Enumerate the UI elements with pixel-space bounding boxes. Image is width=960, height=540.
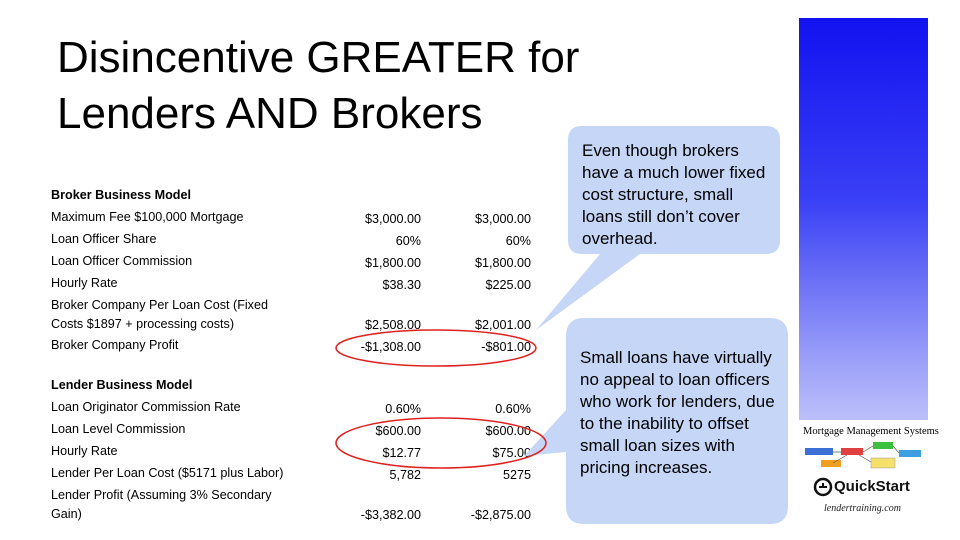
highlight-ellipse-lender-commission bbox=[335, 417, 547, 469]
row-value-2: 60% bbox=[505, 234, 531, 248]
table-row: Hourly Rate $12.77 $75.00 bbox=[51, 442, 531, 464]
callout-bubble-top bbox=[536, 126, 780, 330]
quickstart-logo bbox=[810, 474, 920, 500]
row-label-line-2: Costs $1897 + processing costs) bbox=[51, 317, 235, 331]
row-value-1: 60% bbox=[395, 234, 421, 248]
row-value-1: $1,800.00 bbox=[364, 256, 421, 270]
row-value-2: -$2,875.00 bbox=[470, 508, 531, 522]
row-value-1: 5,782 bbox=[389, 468, 421, 482]
row-value-1: $3,000.00 bbox=[364, 212, 421, 226]
process-flow-diagram-icon bbox=[805, 442, 921, 469]
table-row: Loan Originator Commission Rate 0.60% 0.… bbox=[51, 398, 531, 420]
callout-text-top: Even though brokers have a much lower fi… bbox=[582, 141, 766, 248]
table-row: Loan Officer Share 60% 60% bbox=[51, 230, 531, 252]
row-value-2: $1,800.00 bbox=[474, 256, 531, 270]
lender-header-label: Lender Business Model bbox=[51, 378, 193, 392]
row-value-2: -$801.00 bbox=[481, 340, 531, 354]
row-value-2: $600.00 bbox=[485, 424, 531, 438]
row-label: Loan Officer Commission bbox=[51, 254, 193, 268]
row-label: Hourly Rate bbox=[51, 444, 118, 458]
row-label: Lender Profit (Assuming 3% Secondary Gai… bbox=[51, 486, 311, 524]
row-value-1: -$1,308.00 bbox=[360, 340, 421, 354]
highlight-ellipse-broker-profit bbox=[335, 329, 537, 367]
row-label: Maximum Fee $100,000 Mortgage bbox=[51, 210, 244, 224]
table-row: Loan Officer Commission $1,800.00 $1,800… bbox=[51, 252, 531, 274]
row-value-1: $12.77 bbox=[382, 446, 421, 460]
website-link[interactable]: lendertraining.com bbox=[824, 503, 901, 514]
row-label: Loan Level Commission bbox=[51, 422, 186, 436]
row-value-2: 0.60% bbox=[495, 402, 531, 416]
row-value-1: 0.60% bbox=[385, 402, 421, 416]
row-value-1: -$3,382.00 bbox=[360, 508, 421, 522]
table-row: Hourly Rate $38.30 $225.00 bbox=[51, 274, 531, 296]
callout-bubble-bottom bbox=[524, 318, 788, 524]
slide-title: Disincentive GREATER for Lenders AND Bro… bbox=[57, 30, 677, 142]
company-name: Mortgage Management Systems bbox=[803, 426, 939, 437]
table-row: Maximum Fee $100,000 Mortgage $3,000.00 … bbox=[51, 208, 531, 230]
row-value-1: $600.00 bbox=[375, 424, 421, 438]
lender-section-header: Lender Business Model bbox=[51, 376, 531, 398]
broker-header-label: Broker Business Model bbox=[51, 188, 191, 202]
row-label-line-1: Broker Company Per Loan Cost (Fixed bbox=[51, 298, 268, 312]
table-row: Broker Company Profit -$1,308.00 -$801.0… bbox=[51, 336, 531, 358]
row-label: Hourly Rate bbox=[51, 276, 118, 290]
table-row: Loan Level Commission $600.00 $600.00 bbox=[51, 420, 531, 442]
quickstart-wordmark: QuickStart bbox=[834, 478, 910, 495]
row-value-1: $38.30 bbox=[382, 278, 421, 292]
row-value-2: $225.00 bbox=[485, 278, 531, 292]
row-label: Lender Per Loan Cost ($5171 plus Labor) bbox=[51, 466, 284, 480]
broker-section-header: Broker Business Model bbox=[51, 186, 531, 208]
row-label-line-1: Lender Profit (Assuming 3% Secondary bbox=[51, 488, 272, 502]
row-value-2: 5275 bbox=[502, 468, 531, 482]
table-row: Broker Company Per Loan Cost (Fixed Cost… bbox=[51, 296, 531, 336]
quickstart-logo-icon bbox=[813, 477, 833, 497]
row-value-2: $2,001.00 bbox=[474, 318, 531, 332]
table-row: Lender Profit (Assuming 3% Secondary Gai… bbox=[51, 486, 531, 526]
table-row: Lender Per Loan Cost ($5171 plus Labor) … bbox=[51, 464, 531, 486]
row-label: Broker Company Profit bbox=[51, 338, 179, 352]
row-value-2: $3,000.00 bbox=[474, 212, 531, 226]
row-label: Loan Officer Share bbox=[51, 232, 157, 246]
title-line-2: Lenders AND Brokers bbox=[57, 89, 483, 138]
callout-text-bottom: Small loans have virtually no appeal to … bbox=[580, 348, 775, 477]
row-label-line-2: Gain) bbox=[51, 507, 82, 521]
row-label: Loan Originator Commission Rate bbox=[51, 400, 241, 414]
row-value-1: $2,508.00 bbox=[364, 318, 421, 332]
business-model-table: Broker Business Model Maximum Fee $100,0… bbox=[51, 186, 531, 526]
row-value-2: $75.00 bbox=[492, 446, 531, 460]
title-line-1: Disincentive GREATER for bbox=[57, 33, 580, 82]
row-label: Broker Company Per Loan Cost (Fixed Cost… bbox=[51, 296, 311, 334]
